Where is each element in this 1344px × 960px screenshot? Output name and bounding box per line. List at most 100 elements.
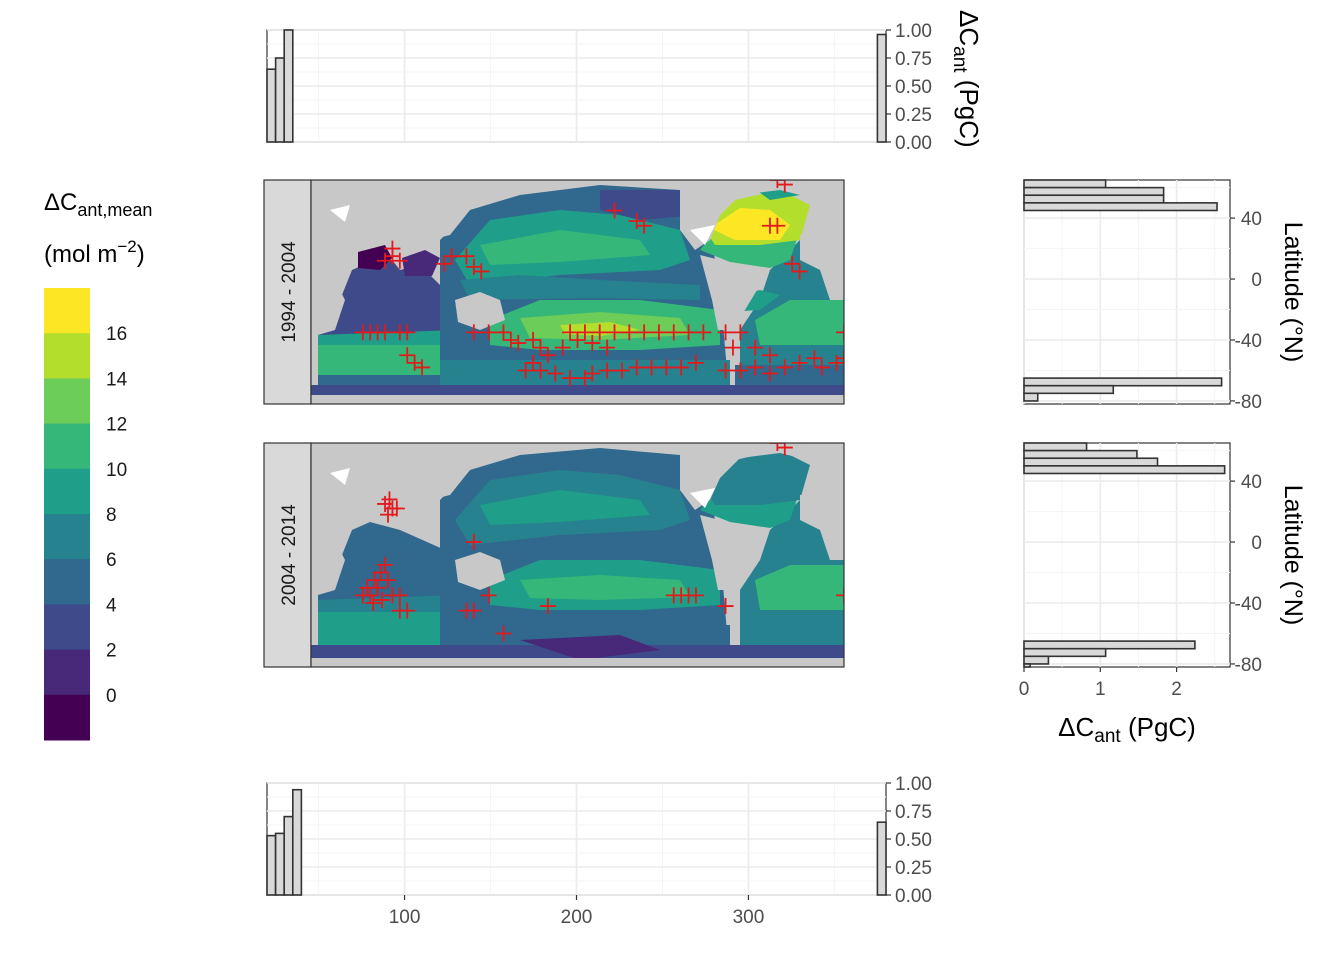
ocean2-south-atlantic-2 xyxy=(755,565,844,610)
strip-1994-2004 xyxy=(263,179,312,405)
histogram-bar xyxy=(1023,663,1031,668)
sample-marker xyxy=(606,324,623,341)
sample-marker xyxy=(465,534,482,551)
sample-marker xyxy=(695,324,712,341)
sample-marker xyxy=(747,339,764,356)
x-tick-label: 2 xyxy=(1171,679,1182,700)
legend-tick-label: 6 xyxy=(106,550,117,571)
right-hist-1-grid xyxy=(1023,180,1230,404)
legend-tick-label: 14 xyxy=(106,369,128,390)
histogram-bar xyxy=(1023,392,1039,402)
x-tick-label: 1 xyxy=(1095,679,1106,700)
right-hist-2-x-title: ΔCant (PgC) xyxy=(1058,712,1196,747)
map-panel-1994-2004: 1994 - 2004 xyxy=(263,179,845,405)
sample-marker xyxy=(621,324,638,341)
sample-marker xyxy=(473,263,490,280)
sample-marker xyxy=(776,359,793,376)
histogram-bar xyxy=(291,788,303,896)
sample-marker xyxy=(761,365,778,382)
sample-marker xyxy=(562,370,579,387)
y-tick-label: 40 xyxy=(1241,209,1262,230)
right-hist-1-y-axis: 40 0 -40 -80 xyxy=(1230,209,1262,413)
histogram-bar xyxy=(1023,179,1107,189)
legend-unit-close: ) xyxy=(137,241,145,268)
sample-marker xyxy=(539,347,556,364)
sample-marker xyxy=(554,339,571,356)
histogram-bar xyxy=(274,832,285,896)
histogram-bar xyxy=(1023,465,1226,475)
sample-marker xyxy=(791,263,808,280)
right-hist-1-bars xyxy=(1023,179,1223,402)
ocean-pacific-3 xyxy=(480,230,650,265)
y-tick-label: 0.00 xyxy=(895,886,932,907)
histogram-bar xyxy=(1023,186,1165,197)
legend-tick-label: 12 xyxy=(106,415,127,436)
land-1994-2004 xyxy=(311,180,844,404)
land-africa-west xyxy=(800,230,844,300)
color-legend: ΔCant,mean (mol m−2) 0 2 4 6 8 10 12 14 16 xyxy=(44,189,152,741)
sample-marker xyxy=(399,602,416,619)
histogram-bar xyxy=(1023,647,1107,658)
ocean2-ross-sea xyxy=(520,635,660,660)
top-histogram-bars xyxy=(266,29,887,143)
legend-tick-label: 16 xyxy=(106,324,127,345)
sample-marker xyxy=(687,354,704,371)
histogram-bar xyxy=(283,29,294,143)
histogram-bar xyxy=(1023,457,1159,467)
sample-marker xyxy=(643,359,660,376)
sample-marker xyxy=(636,217,653,234)
legend-title: ΔCant,mean xyxy=(44,189,152,220)
histogram-bar xyxy=(283,815,294,896)
sample-marker xyxy=(813,359,830,376)
sample-marker xyxy=(717,598,734,615)
sample-marker xyxy=(379,506,396,523)
legend-swatch xyxy=(44,559,90,605)
y-tick-label: 0.25 xyxy=(895,105,932,126)
land2-north-america xyxy=(680,443,844,510)
sample-marker xyxy=(732,324,749,341)
legend-tick-label: 0 xyxy=(106,686,117,707)
rh2-x-title-main: ΔC xyxy=(1058,712,1094,742)
y-tick-label: 0 xyxy=(1251,270,1262,291)
sample-marker xyxy=(776,443,793,456)
histogram-bar xyxy=(1023,194,1165,204)
sample-marker xyxy=(658,359,675,376)
bottom-histogram: 0.00 0.25 0.50 0.75 1.00 100 200 300 xyxy=(266,774,932,928)
right-hist-2-y-title: Latitude (°N) xyxy=(1279,485,1307,626)
land-north-america xyxy=(680,180,844,250)
top-histogram-y-axis: 0.00 0.25 0.50 0.75 1.00 xyxy=(886,21,932,154)
histogram-bar xyxy=(266,68,277,143)
histogram-bar xyxy=(1023,384,1115,395)
right-hist-2-grid xyxy=(1023,443,1230,667)
legend-swatch xyxy=(44,514,90,560)
legend-ticks: 0 2 4 6 8 10 12 14 16 xyxy=(106,324,128,707)
sample-marker xyxy=(525,354,542,371)
sample-marker xyxy=(836,350,844,367)
land-antarctica xyxy=(311,395,844,404)
markers-1994-2004 xyxy=(354,180,844,387)
sample-marker xyxy=(836,587,844,604)
sample-marker xyxy=(480,587,497,604)
sample-marker xyxy=(379,572,396,589)
histogram-bar xyxy=(1023,640,1196,650)
right-histogram-2004-2014: 40 0 -40 -80 0 1 2 Latitude (°N) ΔCant (PgC) xyxy=(1019,442,1307,747)
land2-antarctica xyxy=(311,658,844,667)
strip-2004-2014 xyxy=(263,442,312,668)
right-hist-2-y-axis: 40 0 -40 -80 xyxy=(1230,472,1262,676)
sample-marker xyxy=(539,598,556,615)
legend-tick-label: 10 xyxy=(106,460,127,481)
histogram-bar xyxy=(266,834,277,896)
y-tick-label: -40 xyxy=(1235,331,1262,352)
y-tick-label: 1.00 xyxy=(895,21,932,42)
legend-tick-label: 2 xyxy=(106,641,117,662)
sample-marker xyxy=(747,359,764,376)
sample-marker xyxy=(443,248,460,265)
legend-swatch xyxy=(44,604,90,651)
sample-marker xyxy=(377,556,394,573)
y-tick-label: -80 xyxy=(1235,655,1262,676)
sample-marker xyxy=(606,202,623,219)
map-border-1994-2004 xyxy=(310,179,845,405)
land2-south-america xyxy=(700,515,760,590)
y-tick-label: 0.75 xyxy=(895,49,932,70)
